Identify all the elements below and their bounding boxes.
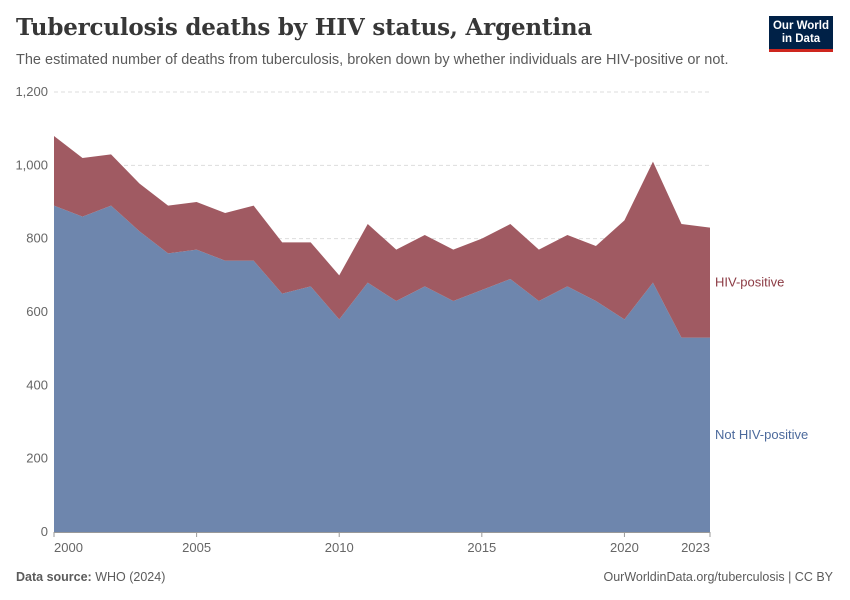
y-tick-label: 600 [26, 304, 48, 319]
x-tick-label: 2020 [610, 540, 639, 555]
axes: 0 200 400 600 800 1,000 1,200 2000 2005 2010 2015 2… [15, 84, 711, 555]
data-source-value: WHO (2024) [95, 570, 166, 584]
series-labels: HIV-positive Not HIV-positive [715, 275, 808, 442]
chart-title: Tuberculosis deaths by HIV status, Argen… [16, 14, 593, 41]
logo-line-1: Our World [772, 20, 829, 32]
x-tick-label: 2023 [681, 540, 710, 555]
source-url[interactable]: OurWorldinData.org/tuberculosis | CC BY [603, 570, 834, 584]
chart-subtitle: The estimated number of deaths from tube… [16, 52, 729, 68]
x-tick-label: 2005 [182, 540, 211, 555]
area-hiv-positive[interactable] [54, 136, 710, 338]
y-tick-label: 1,000 [15, 157, 48, 172]
x-tick-label: 2000 [54, 540, 83, 555]
legend-label-hiv-positive[interactable]: HIV-positive [715, 275, 784, 290]
owid-logo[interactable]: Our World in Data [769, 16, 833, 52]
logo-line-2: in Data [781, 33, 821, 45]
y-tick-label: 0 [41, 524, 48, 539]
y-tick-label: 1,200 [15, 84, 48, 99]
data-source: Data source: WHO (2024) [16, 570, 165, 584]
x-tick-label: 2015 [467, 540, 496, 555]
data-source-label: Data source: [16, 570, 92, 584]
y-tick-label: 200 [26, 451, 48, 466]
y-tick-label: 400 [26, 377, 48, 392]
area-chart: 0 200 400 600 800 1,000 1,200 2000 2005 2010 2015 2… [15, 84, 808, 555]
x-tick-label: 2010 [325, 540, 354, 555]
area-not-hiv-positive[interactable] [54, 205, 710, 532]
legend-label-not-hiv-positive[interactable]: Not HIV-positive [715, 427, 808, 442]
area-series [54, 136, 710, 532]
y-tick-label: 800 [26, 231, 48, 246]
